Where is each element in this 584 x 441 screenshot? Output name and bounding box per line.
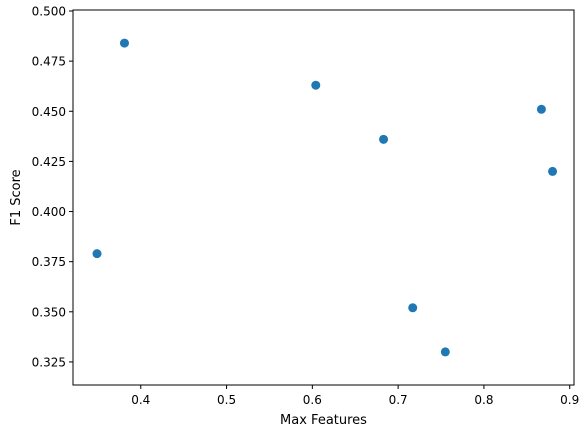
y-tick-label: 0.325 — [32, 355, 66, 369]
x-tick-label: 0.4 — [131, 393, 150, 407]
y-tick-label: 0.500 — [32, 5, 66, 19]
y-tick-label: 0.425 — [32, 155, 66, 169]
data-point — [379, 134, 389, 144]
data-point — [119, 38, 129, 48]
y-tick-label: 0.450 — [32, 105, 66, 119]
x-tick-label: 0.7 — [389, 393, 408, 407]
y-tick-label: 0.375 — [32, 255, 66, 269]
data-point — [92, 249, 102, 259]
plot-frame — [72, 9, 575, 386]
x-tick-label: 0.6 — [303, 393, 322, 407]
points-layer — [92, 38, 558, 357]
y-axis: 0.325 0.350 0.375 0.400 0.425 0.450 0.475 0.500 — [32, 5, 73, 369]
y-axis-label: F1 Score — [9, 169, 24, 225]
y-tick-label: 0.350 — [32, 305, 66, 319]
data-point — [311, 80, 321, 90]
data-point — [548, 166, 558, 176]
data-point — [536, 104, 546, 114]
x-axis-label: Max Features — [280, 413, 367, 428]
y-tick-label: 0.400 — [32, 205, 66, 219]
data-point — [440, 347, 450, 357]
y-tick-label: 0.475 — [32, 55, 66, 69]
data-point — [408, 303, 418, 313]
x-axis: 0.4 0.5 0.6 0.7 0.8 0.9 — [131, 385, 579, 407]
x-tick-label: 0.5 — [217, 393, 236, 407]
x-tick-label: 0.9 — [560, 393, 579, 407]
x-tick-label: 0.8 — [474, 393, 493, 407]
